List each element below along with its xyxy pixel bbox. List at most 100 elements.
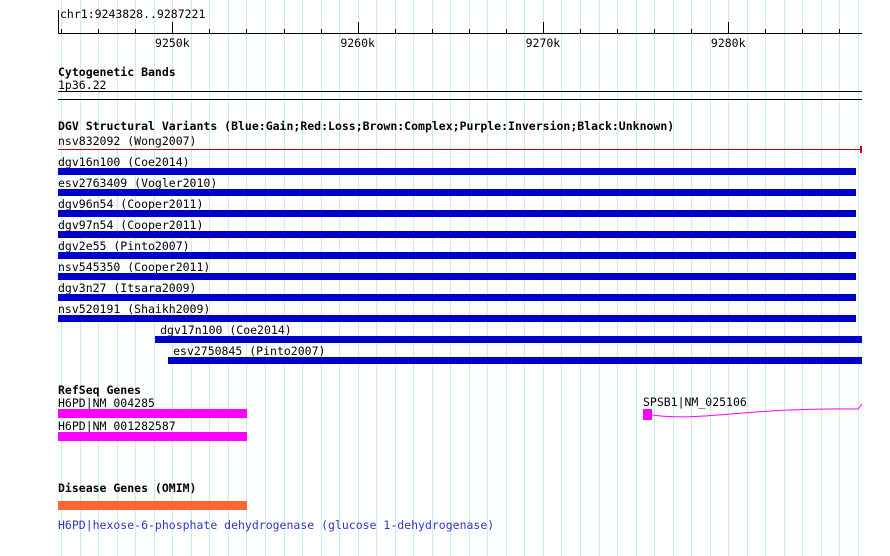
gridline <box>394 0 396 556</box>
gene-feature[interactable] <box>58 409 248 418</box>
ruler-minor-tick <box>283 29 285 34</box>
variant-feature[interactable] <box>58 273 857 280</box>
gridline <box>672 0 674 556</box>
ruler-major-tick <box>172 22 174 34</box>
gridline <box>617 0 619 556</box>
omim-gene-label: H6PD|hexose-6-phosphate dehydrogenase (g… <box>58 518 495 532</box>
ruler-minor-tick <box>431 29 433 34</box>
gridline <box>728 0 730 556</box>
variant-feature[interactable] <box>58 149 862 150</box>
gridline <box>802 0 804 556</box>
variant-feature[interactable] <box>58 294 857 301</box>
gridline <box>135 0 137 556</box>
ruler-minor-tick <box>765 29 767 34</box>
ruler-minor-tick <box>98 29 100 34</box>
gridline <box>524 0 526 556</box>
ruler-baseline <box>58 33 862 34</box>
ruler-minor-tick <box>61 29 63 34</box>
refseq-title: RefSeq Genes <box>58 383 142 397</box>
ruler-major-tick <box>728 22 730 34</box>
omim-title: Disease Genes (OMIM) <box>58 481 197 495</box>
gridline <box>357 0 359 556</box>
ruler-tick-label: 9250k <box>155 36 190 50</box>
variant-label: dgv97n54 (Cooper2011) <box>58 218 204 232</box>
gridline <box>116 0 118 556</box>
gridline <box>283 0 285 556</box>
gridline <box>450 0 452 556</box>
ruler-tick-label: 9280k <box>710 36 746 50</box>
variant-feature[interactable] <box>155 336 862 343</box>
gene-label: SPSB1|NM_025106 <box>642 395 747 409</box>
cytobands-title: Cytogenetic Bands <box>58 65 176 79</box>
gridline <box>839 0 841 556</box>
ruler-minor-tick <box>579 29 581 34</box>
gridline <box>542 0 544 556</box>
gridline <box>635 0 637 556</box>
variant-label: nsv832092 (Wong2007) <box>58 134 197 148</box>
ruler-minor-tick <box>617 29 619 34</box>
gene-feature[interactable] <box>58 432 248 441</box>
gridline <box>320 0 322 556</box>
variant-label: dgv17n100 (Coe2014) <box>160 323 292 337</box>
gridline <box>820 0 822 556</box>
region-label: chr1:9243828..9287221 <box>60 7 206 21</box>
variant-feature[interactable] <box>58 168 857 175</box>
gridline <box>227 0 229 556</box>
gridline <box>413 0 415 556</box>
variant-feature[interactable] <box>168 357 862 364</box>
gridline <box>468 0 470 556</box>
ruler-minor-tick <box>468 29 470 34</box>
gridline <box>857 0 859 556</box>
ruler-minor-tick <box>802 29 804 34</box>
ruler-minor-tick <box>394 29 396 34</box>
variant-label: nsv545350 (Cooper2011) <box>58 260 211 274</box>
ruler-minor-tick <box>246 29 248 34</box>
gridline <box>561 0 563 556</box>
variant-label: esv2763409 (Vogler2010) <box>58 176 218 190</box>
ruler-minor-tick <box>135 29 137 34</box>
gridline <box>339 0 341 556</box>
variant-label: dgv96n54 (Cooper2011) <box>58 197 204 211</box>
ruler-minor-tick <box>654 29 656 34</box>
variant-feature[interactable] <box>58 210 857 217</box>
gridline <box>376 0 378 556</box>
ruler-major-tick <box>357 22 359 34</box>
ruler-tick-label: 9270k <box>525 36 561 50</box>
dgv-title: DGV Structural Variants (Blue:Gain;Red:L… <box>58 119 675 133</box>
gridline <box>172 0 174 556</box>
gridline <box>783 0 785 556</box>
omim-gene-feature[interactable] <box>58 501 248 510</box>
gridline <box>598 0 600 556</box>
ruler-tick-label: 9260k <box>340 36 375 50</box>
gridline <box>487 0 489 556</box>
gridline <box>579 0 581 556</box>
gridline <box>190 0 192 556</box>
gene-label: H6PD|NM_004285 <box>58 396 155 410</box>
cytoband-name: 1p36.22 <box>58 78 107 92</box>
variant-feature[interactable] <box>58 189 857 196</box>
gene-label: H6PD|NM_001282587 <box>58 419 176 433</box>
variant-label: dgv16n100 (Coe2014) <box>58 155 190 169</box>
variant-label: esv2750845 (Pinto2007) <box>173 344 326 358</box>
variant-end-tick <box>860 146 862 153</box>
variant-feature[interactable] <box>58 315 857 322</box>
ruler-minor-tick <box>839 29 841 34</box>
gridline <box>746 0 748 556</box>
cytoband-track[interactable] <box>58 91 862 100</box>
gridline <box>505 0 507 556</box>
variant-feature[interactable] <box>58 252 857 259</box>
ruler-major-tick <box>542 22 544 34</box>
variant-label: dgv2e55 (Pinto2007) <box>58 239 190 253</box>
gene-exon[interactable] <box>642 409 653 420</box>
variant-label: dgv3n27 (Itsara2009) <box>58 281 197 295</box>
variant-feature[interactable] <box>58 231 857 238</box>
gridline <box>302 0 304 556</box>
gridline <box>153 0 155 556</box>
ruler-minor-tick <box>320 29 322 34</box>
ruler-minor-tick <box>691 29 693 34</box>
